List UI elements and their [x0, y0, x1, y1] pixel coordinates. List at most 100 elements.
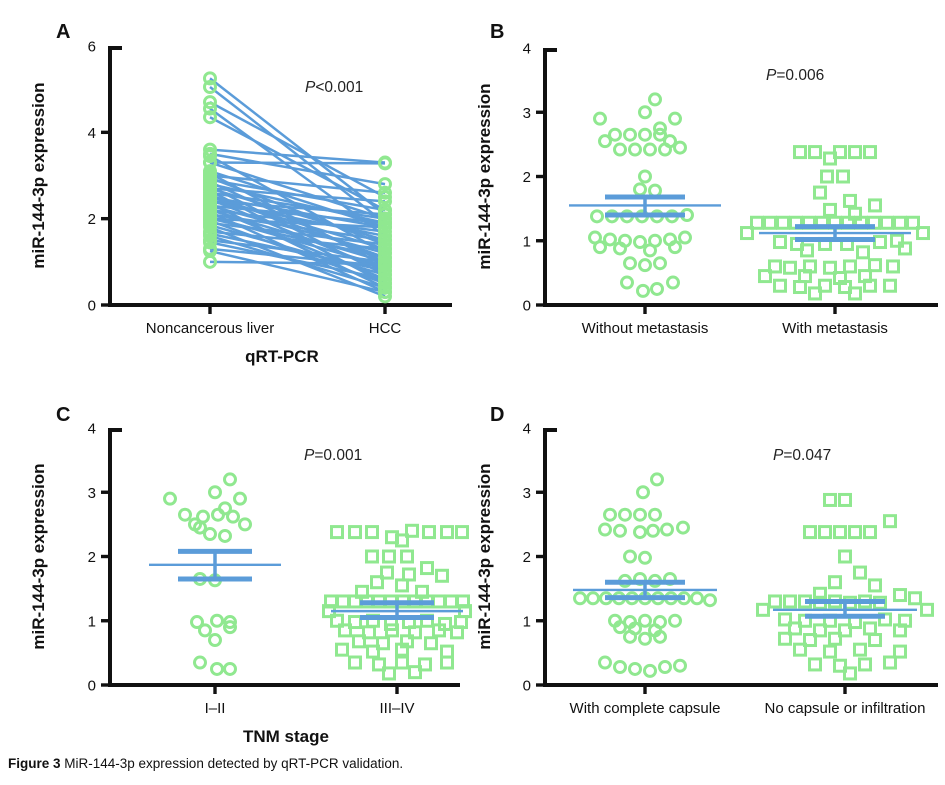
- data-point: [348, 525, 362, 540]
- data-point: [366, 644, 380, 659]
- data-point: [883, 655, 897, 670]
- y-tick-label: 2: [523, 549, 531, 566]
- data-point: [653, 127, 667, 142]
- y-tick-label: 1: [523, 613, 531, 630]
- data-point: [880, 215, 894, 230]
- data-point: [916, 226, 930, 241]
- data-point: [890, 233, 904, 248]
- data-point: [193, 520, 207, 535]
- data-point: [648, 507, 662, 522]
- y-tick-label: 2: [523, 169, 531, 186]
- panel-d-chart: 0 1 2 3 4 With complete capsule No capsule or …: [475, 404, 938, 717]
- caption-text: MiR-144-3p expression detected by qRT-PC…: [60, 756, 404, 771]
- category-label: With complete capsule: [570, 700, 721, 717]
- data-point: [223, 620, 237, 635]
- data-point: [623, 549, 637, 564]
- y-axis-title: miR-144-3p expression: [29, 463, 48, 649]
- data-point: [673, 140, 687, 155]
- data-point: [378, 285, 392, 300]
- data-point: [843, 193, 857, 208]
- data-point: [758, 269, 772, 284]
- data-point: [638, 105, 652, 120]
- data-point: [226, 509, 240, 524]
- data-point: [376, 636, 390, 651]
- data-point: [853, 642, 867, 657]
- data-point: [382, 549, 396, 564]
- data-point: [408, 665, 422, 680]
- y-tick-label: 6: [88, 39, 96, 56]
- data-point: [203, 254, 217, 269]
- data-point: [920, 602, 934, 617]
- data-point: [808, 145, 822, 160]
- data-point: [336, 594, 350, 609]
- data-point: [613, 620, 627, 635]
- data-point: [455, 525, 469, 540]
- data-point: [348, 615, 362, 630]
- data-point: [793, 280, 807, 295]
- data-point: [863, 621, 877, 636]
- data-point: [203, 149, 217, 164]
- panel-c: 0 1 2 3 4 I–II III–IV TNM stage miR-144-3p expre…: [29, 390, 472, 772]
- data-point: [788, 621, 802, 636]
- pair-line: [209, 204, 386, 225]
- data-point: [405, 523, 419, 538]
- data-point: [803, 525, 817, 540]
- category-label: With metastasis: [782, 320, 888, 337]
- panel-letter: A: [56, 21, 70, 43]
- pair-line: [209, 77, 386, 216]
- pair-line: [209, 217, 386, 229]
- data-point: [763, 215, 777, 230]
- data-point: [863, 278, 877, 293]
- pair-line: [209, 191, 386, 220]
- x-axis-title: qRT-PCR: [245, 347, 319, 366]
- y-tick-label: 0: [88, 678, 96, 695]
- data-point: [808, 657, 822, 672]
- data-point: [638, 127, 652, 142]
- data-point: [238, 517, 252, 532]
- data-point: [636, 283, 650, 298]
- data-point: [440, 525, 454, 540]
- data-point: [378, 185, 392, 200]
- data-point: [653, 121, 667, 136]
- data-point: [868, 633, 882, 648]
- y-tick-label: 2: [88, 549, 96, 566]
- panel-letter: D: [490, 404, 504, 426]
- y-tick-label: 3: [523, 485, 531, 502]
- data-point: [653, 256, 667, 271]
- pair-line: [209, 249, 386, 294]
- data-point: [203, 80, 217, 95]
- data-point: [620, 275, 634, 290]
- figure-caption: Figure 3 MiR-144-3p expression detected …: [8, 756, 403, 771]
- data-point: [395, 533, 409, 548]
- x-axis-title: TNM stage: [243, 727, 329, 746]
- data-point: [808, 286, 822, 301]
- pair-line: [209, 161, 386, 220]
- data-point: [668, 240, 682, 255]
- data-point: [623, 127, 637, 142]
- data-point: [210, 613, 224, 628]
- data-point: [223, 661, 237, 676]
- data-point: [813, 623, 827, 638]
- data-point: [650, 472, 664, 487]
- data-point: [660, 522, 674, 537]
- data-point: [378, 207, 392, 222]
- category-label: No capsule or infiltration: [765, 700, 926, 717]
- data-point: [868, 578, 882, 593]
- data-point: [643, 142, 657, 157]
- data-point: [613, 142, 627, 157]
- data-point: [638, 550, 652, 565]
- panel-c-chart: 0 1 2 3 4 I–II III–IV TNM stage miR-144-3p expre…: [29, 404, 472, 746]
- pair-line: [209, 174, 386, 195]
- pair-line: [209, 241, 386, 281]
- data-point: [643, 243, 657, 258]
- data-point: [648, 92, 662, 107]
- y-tick-label: 4: [523, 41, 531, 58]
- data-point: [658, 142, 672, 157]
- data-point: [756, 602, 770, 617]
- pair-line: [209, 152, 386, 186]
- data-point: [444, 594, 458, 609]
- data-point: [203, 95, 217, 110]
- data-point: [690, 591, 704, 606]
- data-point: [378, 220, 392, 235]
- data-point: [370, 575, 384, 590]
